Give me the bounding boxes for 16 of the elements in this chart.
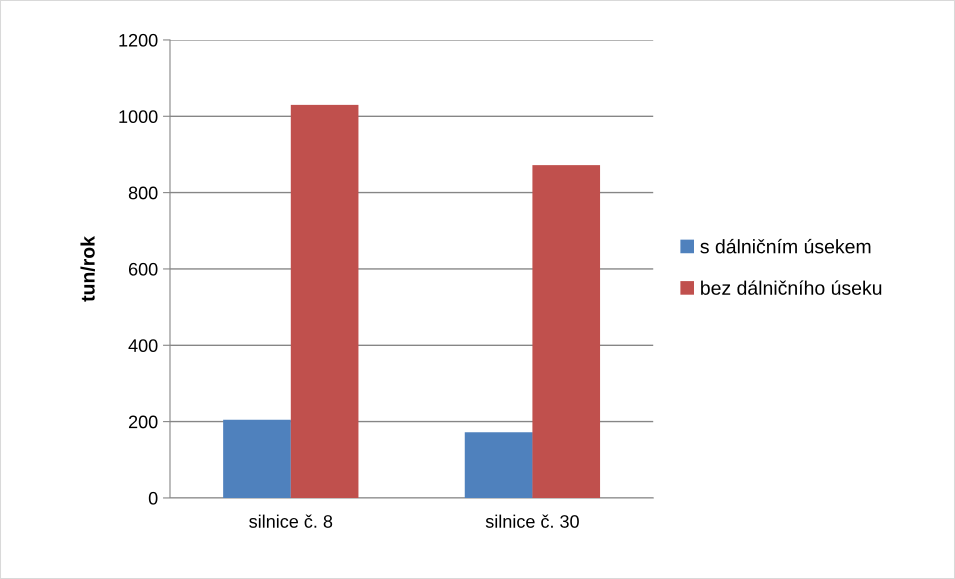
x-tick-label: silnice č. 8 [249,514,332,528]
y-tick-label: 600 [128,262,158,276]
y-tick-label: 1200 [119,34,158,47]
y-tick-label: 0 [148,492,158,505]
bar [532,165,600,498]
legend-label: bez dálničního úseku [701,280,882,295]
bar [464,432,532,498]
bar [290,104,358,498]
y-axis-title: tun/rok [80,236,95,302]
y-tick-label: 400 [128,339,158,352]
bar [223,420,291,498]
y-tick-label: 200 [128,416,158,428]
y-tick-label: 1000 [119,110,158,124]
x-tick-label: silnice č. 30 [486,514,579,528]
legend-label: s dálničním úsekem [700,238,870,254]
y-tick-label: 800 [128,186,158,200]
